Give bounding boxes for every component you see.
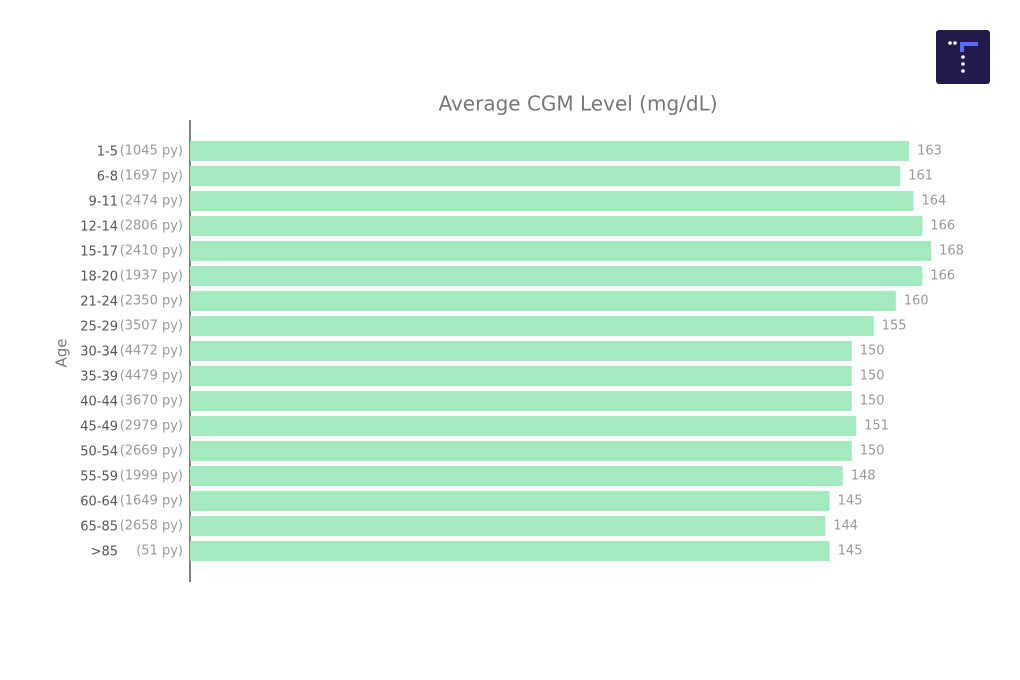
value-label: 145 xyxy=(838,494,863,509)
value-label: 160 xyxy=(904,294,929,309)
y-tick-label: 30-34 xyxy=(80,345,118,360)
y-tick-note: (2979 py) xyxy=(120,419,183,434)
bar xyxy=(190,141,910,161)
y-tick-note: (1697 py) xyxy=(120,169,183,184)
y-tick-note: (2410 py) xyxy=(120,244,183,259)
value-label: 163 xyxy=(917,144,942,159)
bar xyxy=(190,391,852,411)
bar xyxy=(190,416,857,436)
y-tick-note: (2658 py) xyxy=(120,519,183,534)
y-tick-note: (1045 py) xyxy=(120,144,183,159)
y-tick-label: 45-49 xyxy=(80,420,118,435)
logo-icon xyxy=(948,41,978,73)
value-label: 155 xyxy=(882,319,907,334)
bar xyxy=(190,316,874,336)
y-tick-label: 1-5 xyxy=(97,145,118,160)
y-tick-label: 50-54 xyxy=(80,445,118,460)
y-tick-note: (2806 py) xyxy=(120,219,183,234)
y-tick-note: (51 py) xyxy=(136,544,183,559)
y-tick-label: 55-59 xyxy=(80,470,118,485)
y-tick-label: >85 xyxy=(91,545,118,560)
y-tick-note: (2669 py) xyxy=(120,444,183,459)
value-label: 144 xyxy=(833,519,858,534)
y-tick-note: (3507 py) xyxy=(120,319,183,334)
y-tick-label: 35-39 xyxy=(80,370,118,385)
y-tick-label: 9-11 xyxy=(88,195,118,210)
bar xyxy=(190,241,932,261)
bar xyxy=(190,191,914,211)
y-tick-label: 12-14 xyxy=(80,220,118,235)
y-tick-note: (3670 py) xyxy=(120,394,183,409)
bar xyxy=(190,491,830,511)
bar xyxy=(190,166,901,186)
y-axis-label: Age xyxy=(53,338,71,367)
y-tick-label: 6-8 xyxy=(97,170,118,185)
value-label: 164 xyxy=(921,194,946,209)
bar xyxy=(190,541,830,561)
y-tick-note: (2350 py) xyxy=(120,294,183,309)
bar xyxy=(190,516,826,536)
y-tick-label: 15-17 xyxy=(80,245,118,260)
bar xyxy=(190,366,852,386)
y-tick-note: (1937 py) xyxy=(120,269,183,284)
bar xyxy=(190,291,896,311)
y-tick-note: (1649 py) xyxy=(120,494,183,509)
y-tick-label: 18-20 xyxy=(80,270,118,285)
bar xyxy=(190,266,923,286)
y-tick-note: (1999 py) xyxy=(120,469,183,484)
value-label: 150 xyxy=(860,394,885,409)
y-tick-label: 25-29 xyxy=(80,320,118,335)
value-label: 150 xyxy=(860,369,885,384)
bar xyxy=(190,441,852,461)
value-label: 168 xyxy=(939,244,964,259)
value-label: 166 xyxy=(930,219,955,234)
value-label: 150 xyxy=(860,444,885,459)
y-tick-label: 65-85 xyxy=(80,520,118,535)
y-tick-note: (2474 py) xyxy=(120,194,183,209)
bar xyxy=(190,216,923,236)
y-tick-label: 21-24 xyxy=(80,295,118,310)
y-tick-note: (4472 py) xyxy=(120,344,183,359)
value-label: 166 xyxy=(930,269,955,284)
bar xyxy=(190,341,852,361)
value-label: 150 xyxy=(860,344,885,359)
value-label: 161 xyxy=(908,169,933,184)
value-label: 145 xyxy=(838,544,863,559)
y-tick-label: 40-44 xyxy=(80,395,118,410)
bar xyxy=(190,466,843,486)
y-tick-note: (4479 py) xyxy=(120,369,183,384)
value-label: 148 xyxy=(851,469,876,484)
value-label: 151 xyxy=(864,419,889,434)
chart-title: Average CGM Level (mg/dL) xyxy=(438,92,717,116)
y-tick-label: 60-64 xyxy=(80,495,118,510)
